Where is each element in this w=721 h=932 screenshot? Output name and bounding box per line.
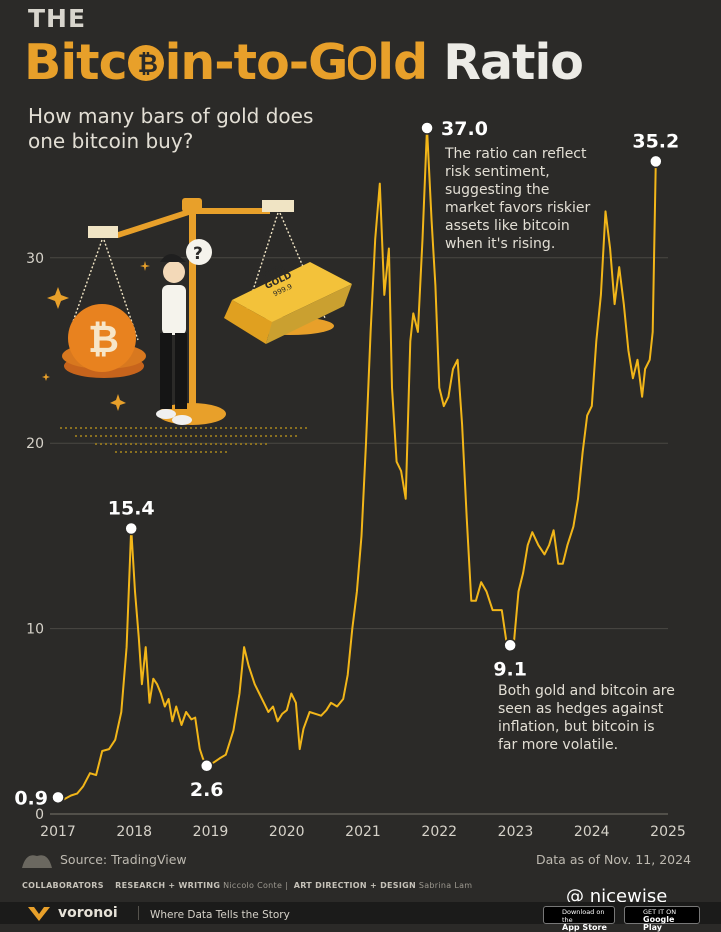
note-volatility: Both gold and bitcoin are seen as hedges…	[498, 682, 708, 754]
person-figure-icon	[156, 254, 192, 425]
voronoi-logo-icon	[28, 907, 50, 921]
annotation-label-9.1: 9.1	[493, 658, 527, 680]
x-tick-label: 2022	[421, 824, 457, 840]
scale-beam	[118, 208, 270, 238]
annotation-label-37.0: 37.0	[441, 118, 488, 140]
main-title: Bitc ₿ in-to-G ld Ratio	[24, 34, 584, 91]
bitcoin-coin-pan-icon: ₿	[62, 304, 146, 378]
app-store-small-text: Download on the	[562, 908, 605, 924]
marker-0.9	[51, 790, 65, 805]
note-top-line: market favors riskier	[445, 200, 591, 216]
question-mark: ?	[193, 244, 203, 264]
pre-title: THE	[28, 4, 87, 33]
source-logo-icon	[22, 855, 52, 868]
google-play-button[interactable]: GET IT ON Google Play	[624, 906, 700, 932]
app-store-button[interactable]: Download on the App Store	[543, 906, 615, 932]
note-top-line: assets like bitcoin	[445, 218, 570, 234]
bitcoin-coin-icon: ₿	[127, 45, 164, 81]
data-date-label: Data as of Nov. 11, 2024	[536, 852, 692, 867]
svg-text:₿: ₿	[88, 317, 119, 361]
title-part-ratio: Ratio	[443, 34, 584, 91]
floor-dots-pattern	[60, 427, 310, 453]
bottom-bar	[0, 902, 721, 924]
x-tick-label: 2023	[498, 824, 534, 840]
x-tick-label: 2025	[650, 824, 686, 840]
x-tick-label: 2018	[116, 824, 152, 840]
x-tick-label: 2020	[269, 824, 305, 840]
x-tick-label: 2019	[193, 824, 229, 840]
title-part-bitcoin: Bitc	[24, 34, 128, 91]
annotation-label-35.2: 35.2	[632, 130, 679, 152]
app-store-text: App Store	[562, 923, 607, 932]
title-part-to-gold: in-to-G	[164, 34, 349, 91]
balance-scale-illustration: FINE GOLD 999.9 ₿ ?	[42, 198, 352, 453]
brand-name: voronoi	[58, 905, 118, 921]
scale-post	[189, 212, 196, 408]
research-name: Niccolo Conte	[223, 881, 283, 890]
grid-layer	[50, 257, 668, 815]
marker-37.0	[420, 121, 434, 135]
note-bottom-line: far more volatile.	[498, 737, 619, 753]
collaborators-label: COLLABORATORS	[22, 881, 104, 890]
art-name: Sabrina Lam	[418, 881, 473, 890]
series-line-bitcoin-to-gold	[57, 127, 657, 801]
note-bottom-line: Both gold and bitcoin are	[498, 683, 675, 699]
y-tick-label: 0	[35, 807, 44, 823]
note-risk-sentiment: The ratio can reflect risk sentiment, su…	[445, 145, 645, 253]
gold-bar-letter-icon	[348, 46, 377, 80]
note-bottom-line: seen as hedges against	[498, 701, 664, 717]
brand-tagline: Where Data Tells the Story	[150, 909, 290, 921]
google-play-small-text: GET IT ON	[643, 908, 677, 916]
annotation-markers: 0.9 15.4 2.6 37.0 9.1 35.2	[14, 118, 679, 809]
y-tick-label: 30	[26, 251, 44, 267]
note-top-line: suggesting the	[445, 182, 550, 198]
x-tick-label: 2024	[574, 824, 610, 840]
note-top-line: when it's rising.	[445, 236, 556, 252]
title-part-ld: ld	[377, 34, 428, 91]
footer-divider	[138, 906, 139, 920]
y-tick-label: 10	[26, 622, 44, 638]
note-top-line: The ratio can reflect	[445, 146, 587, 162]
axis-labels: 0 10 20 30 2017 2018 2019 2020 2021 2022 2023 2024 2…	[26, 251, 686, 840]
sparkle-icon	[42, 261, 150, 411]
gold-bar-icon: FINE GOLD 999.9	[224, 262, 352, 344]
annotation-label-15.4: 15.4	[108, 497, 155, 519]
marker-2.6	[199, 759, 214, 773]
art-label: ART DIRECTION + DESIGN	[293, 881, 416, 890]
marker-35.2	[649, 154, 663, 169]
annotation-label-0.9: 0.9	[14, 787, 48, 809]
marker-15.4	[124, 521, 138, 536]
note-bottom-line: inflation, but bitcoin is	[498, 719, 655, 735]
google-play-text: Google Play	[643, 915, 675, 932]
question-bubble-icon: ?	[186, 239, 212, 265]
marker-9.1	[503, 638, 517, 653]
annotation-label-2.6: 2.6	[190, 779, 224, 801]
research-label: RESEARCH + WRITING	[115, 881, 221, 890]
subtitle: How many bars of gold does one bitcoin b…	[28, 104, 314, 153]
source-label: Source: TradingView	[60, 852, 187, 867]
watermark: @ nicewise	[566, 886, 668, 907]
x-tick-label: 2017	[40, 824, 76, 840]
y-tick-label: 20	[26, 436, 44, 452]
collaborators-line: COLLABORATORS RESEARCH + WRITING Niccolo…	[22, 881, 473, 890]
note-top-line: risk sentiment,	[445, 164, 550, 180]
x-tick-label: 2021	[345, 824, 381, 840]
